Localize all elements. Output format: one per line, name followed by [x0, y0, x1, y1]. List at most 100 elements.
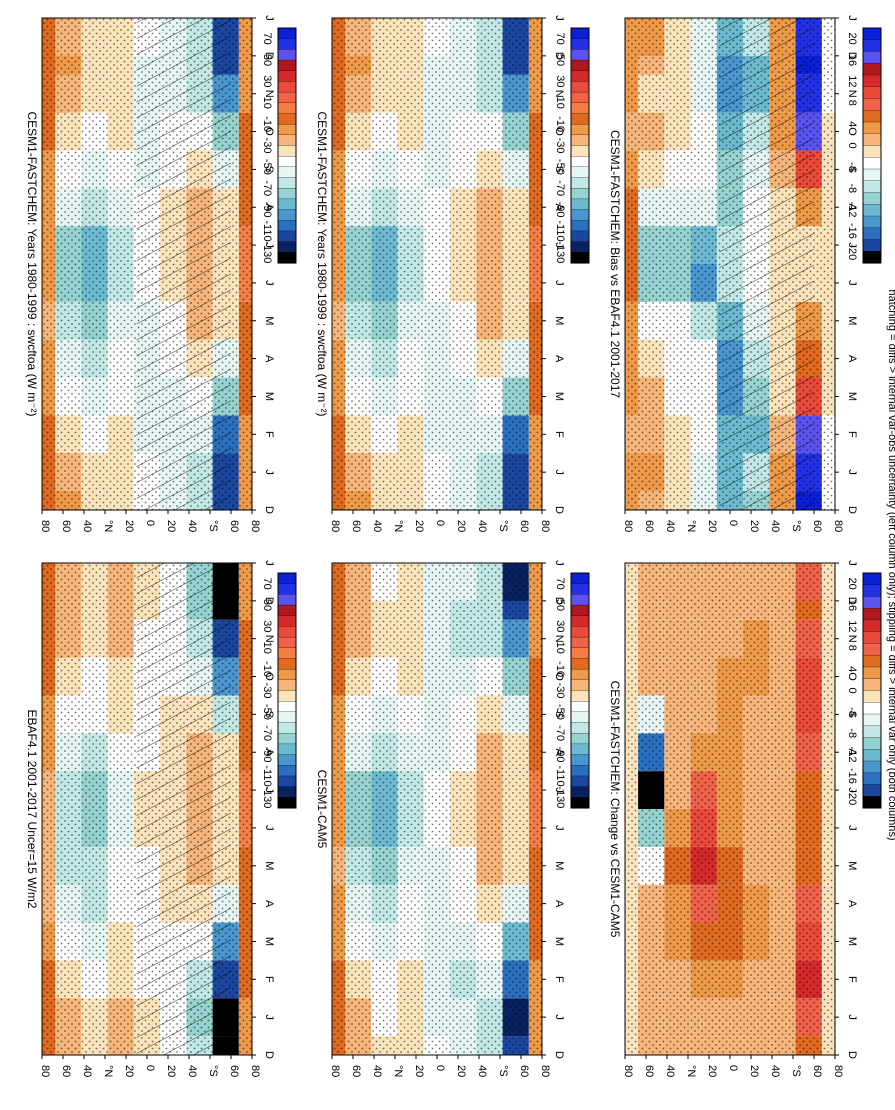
- colorbar-swatch: [277, 230, 297, 243]
- colorbar-label: -8: [846, 183, 858, 193]
- colorbar-swatch: [570, 145, 590, 157]
- colorbar-label: 70: [261, 578, 273, 590]
- colorbar-label: 50: [554, 599, 566, 611]
- colorbar-label: -90: [261, 747, 273, 763]
- colorbar-label: 10: [261, 97, 273, 109]
- month-tick-label: O: [553, 672, 565, 681]
- lat-tick-label: 40: [81, 520, 93, 532]
- colorbar-swatch: [862, 51, 882, 64]
- colorbar-swatch: [862, 74, 882, 88]
- month-tick-label: F: [846, 976, 858, 983]
- colorbar-swatch: [277, 615, 297, 627]
- colorbar-frame: [862, 572, 882, 809]
- colorbar-swatch: [862, 584, 882, 598]
- colorbar-label: -30: [554, 138, 566, 154]
- month-tick-label: J: [263, 242, 275, 248]
- panel-title: CESM1-FASTCHEM: Years 1980-1999 : swcfto…: [25, 111, 39, 416]
- colorbar-swatch: [862, 690, 882, 703]
- month-tick-label: D: [846, 52, 858, 60]
- colorbar-swatch: [862, 98, 882, 111]
- colorbar-swatch: [862, 643, 882, 656]
- month-tick-label: D: [553, 1051, 565, 1059]
- month-tick-label: S: [263, 711, 275, 718]
- footer-note: hatching = diffs > internal var-obs unce…: [886, 289, 895, 840]
- month-tick-label: N: [846, 635, 858, 643]
- lat-tick-label: 80: [39, 1065, 51, 1077]
- colorbar-swatch: [570, 594, 590, 606]
- panel-3: D J F M A M J J A S O N D J 80 60 40 °N 20 0 20 40 °S 60 80 EBAF4…: [25, 560, 275, 1077]
- lat-tick-label: 80: [249, 1065, 261, 1077]
- month-tick-label: O: [263, 672, 275, 681]
- colorbar-swatch: [862, 133, 882, 147]
- colorbar-swatch: [570, 668, 590, 681]
- colorbar-label: 30: [261, 620, 273, 632]
- colorbar-swatch: [570, 658, 590, 670]
- panel-title: CESM1-FASTCHEM: Bias vs EBAF4.1 2001-201…: [608, 130, 622, 398]
- lat-tick-label: 20: [455, 1065, 467, 1077]
- month-tick-label: J: [846, 560, 858, 566]
- colorbar-swatch: [277, 113, 297, 125]
- month-tick-label: M: [263, 316, 275, 325]
- lat-tick-label: 80: [832, 1065, 844, 1077]
- colorbar-swatch: [277, 27, 297, 40]
- lat-tick-label: 60: [811, 1065, 823, 1077]
- lat-tick-label: 40: [476, 520, 488, 532]
- colorbar-label: -90: [554, 202, 566, 218]
- panel-title: CESM1-CAM5: [315, 770, 329, 849]
- colorbar-label: -110: [554, 220, 566, 241]
- colorbar-label: -90: [554, 747, 566, 763]
- colorbar-swatch: [570, 775, 590, 788]
- colorbar-swatch: [570, 134, 590, 147]
- month-tick-label: S: [846, 711, 858, 718]
- colorbar-swatch: [277, 765, 297, 777]
- colorbar-swatch: [570, 583, 590, 595]
- colorbar-swatch: [570, 733, 590, 745]
- colorbar-swatch: [277, 91, 297, 104]
- colorbar-frame: [570, 572, 590, 809]
- lat-tick-label: 40: [476, 1065, 488, 1077]
- colorbar-swatch: [862, 39, 882, 53]
- colorbar-swatch: [570, 198, 590, 211]
- colorbar-swatch: [277, 166, 297, 179]
- colorbar-swatch: [570, 797, 590, 809]
- colorbar-swatch: [862, 608, 882, 621]
- colorbar-swatch: [570, 38, 590, 50]
- colorbar-label: 20: [846, 578, 858, 590]
- colorbar-label: -10: [261, 116, 273, 132]
- month-tick-label: O: [846, 672, 858, 681]
- month-tick-label: F: [263, 431, 275, 438]
- colorbar-swatch: [862, 678, 882, 692]
- month-tick-label: N: [553, 90, 565, 98]
- colorbar-label: -110: [554, 765, 566, 786]
- colorbar-label: 16: [846, 599, 858, 611]
- colorbar-swatch: [862, 749, 882, 762]
- lat-tick-label: 20: [165, 520, 177, 532]
- month-tick-label: A: [553, 749, 565, 757]
- lat-tick-label: 0: [144, 520, 156, 526]
- colorbar-label: 8: [846, 100, 858, 106]
- lat-tick-label: 20: [706, 1065, 718, 1077]
- month-tick-label: A: [263, 355, 275, 363]
- colorbar-label: -4: [846, 162, 858, 172]
- colorbar-swatch: [862, 63, 882, 76]
- lat-tick-label: 40: [186, 1065, 198, 1077]
- lat-tick-label: 20: [748, 1065, 760, 1077]
- colorbar-swatch: [862, 215, 882, 229]
- month-tick-label: M: [553, 861, 565, 870]
- colorbar-swatch: [862, 121, 882, 135]
- colorbar-5: 20 16 12 8 4 0 -4 -8 -12 -16 -20: [846, 27, 882, 264]
- lat-tick-label: °S: [497, 520, 509, 532]
- colorbar-swatch: [570, 70, 590, 82]
- lat-tick-label: 40: [371, 1065, 383, 1077]
- colorbar-swatch: [277, 177, 297, 189]
- colorbar-swatch: [862, 192, 882, 205]
- month-tick-label: D: [263, 506, 275, 514]
- month-tick-label: J: [553, 280, 565, 286]
- lat-tick-label: 60: [811, 520, 823, 532]
- colorbar-label: 12: [846, 75, 858, 87]
- colorbar-swatch: [862, 725, 882, 739]
- month-tick-label: N: [263, 635, 275, 643]
- colorbar-swatch: [277, 572, 297, 585]
- month-tick-label: J: [846, 15, 858, 21]
